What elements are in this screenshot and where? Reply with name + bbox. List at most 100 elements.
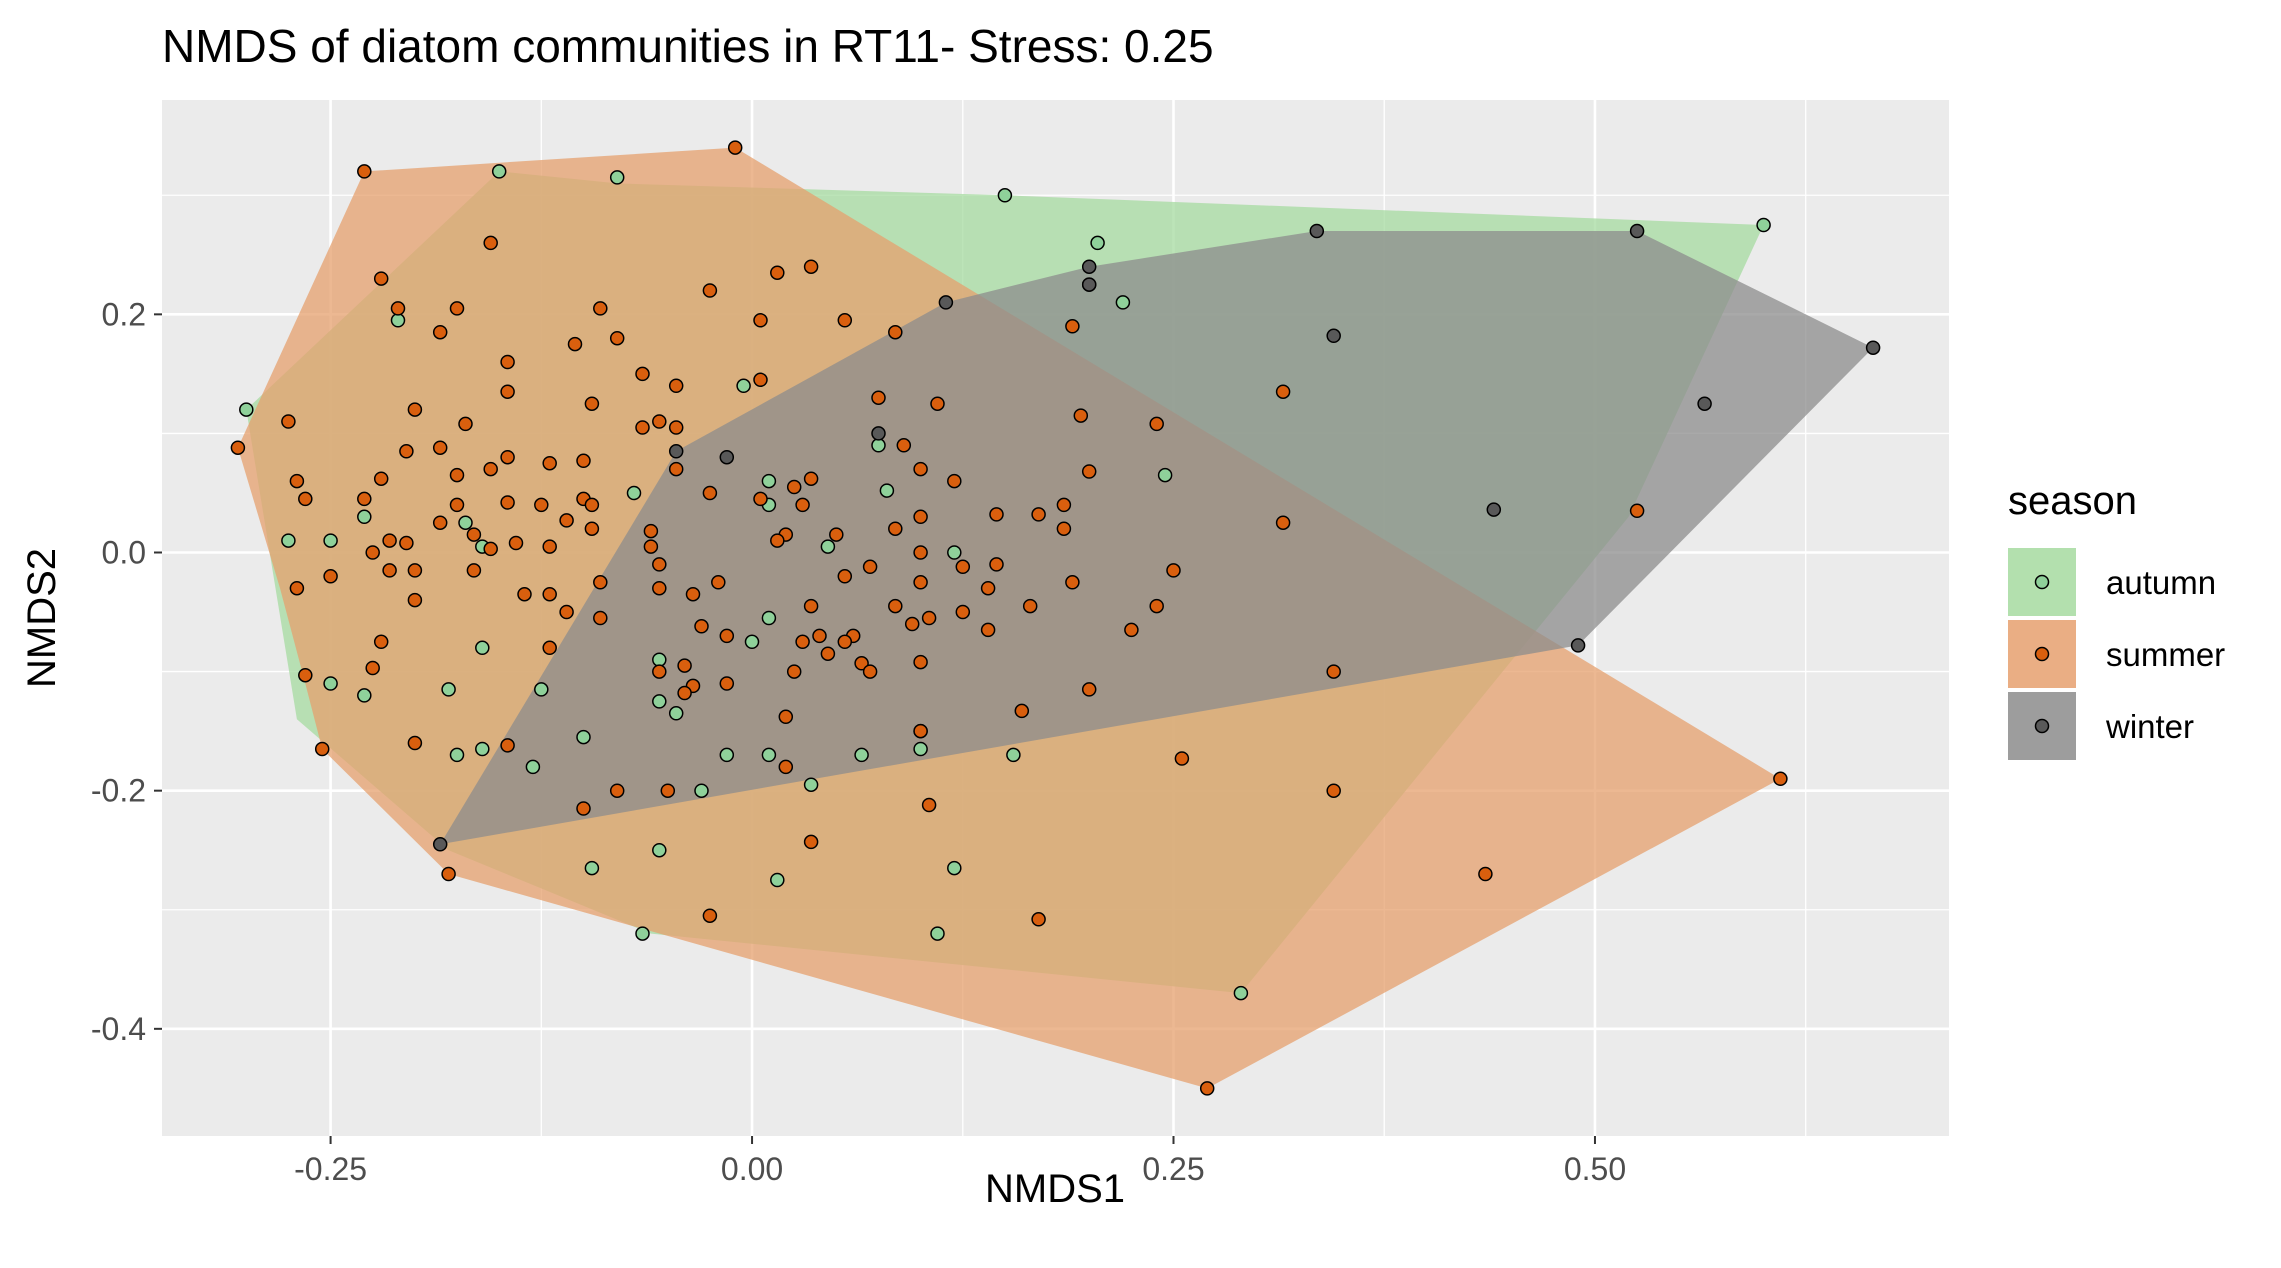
sample-points	[230, 140, 1881, 1096]
point-summer	[955, 604, 971, 620]
point-summer	[298, 667, 313, 683]
point-summer	[668, 420, 684, 435]
point-autumn	[1233, 985, 1249, 1001]
point-summer	[989, 557, 1004, 572]
point-autumn	[458, 515, 473, 530]
point-summer	[584, 396, 600, 411]
point-autumn	[744, 634, 760, 650]
point-summer	[1031, 507, 1046, 522]
point-summer	[407, 402, 423, 417]
point-summer	[896, 438, 912, 453]
point-summer	[753, 491, 768, 507]
point-summer	[888, 324, 903, 340]
point-summer	[289, 580, 305, 596]
point-autumn	[534, 682, 549, 697]
point-autumn	[879, 483, 895, 498]
point-summer	[837, 313, 853, 328]
legend-label-summer: summer	[2106, 636, 2225, 673]
point-summer	[795, 634, 810, 650]
point-winter	[719, 449, 735, 465]
point-summer	[862, 664, 878, 679]
point-autumn	[449, 747, 465, 763]
point-winter	[1865, 340, 1881, 355]
point-summer	[812, 628, 827, 644]
y-tick-label: -0.2	[91, 773, 146, 809]
point-summer	[449, 497, 465, 513]
point-summer	[500, 354, 515, 370]
point-summer	[1773, 771, 1788, 787]
point-autumn	[997, 188, 1013, 203]
point-summer	[542, 455, 557, 471]
point-winter	[1326, 328, 1341, 344]
point-summer	[719, 628, 735, 644]
x-tick-label: -0.25	[294, 1151, 367, 1187]
point-summer	[542, 640, 557, 656]
point-autumn	[323, 676, 338, 691]
point-summer	[1124, 622, 1139, 638]
point-autumn	[323, 533, 338, 548]
point-summer	[913, 509, 928, 525]
point-autumn	[803, 777, 819, 792]
point-winter	[1081, 259, 1097, 274]
point-winter	[1629, 223, 1645, 239]
point-summer	[483, 461, 498, 477]
point-winter	[432, 837, 448, 852]
point-summer	[517, 586, 532, 602]
point-summer	[365, 660, 380, 676]
point-summer	[458, 416, 473, 432]
point-summer	[871, 390, 886, 405]
point-winter	[1697, 396, 1712, 411]
point-summer	[373, 471, 389, 486]
point-summer	[508, 535, 524, 551]
point-autumn	[584, 860, 600, 876]
legend-title: season	[2008, 479, 2137, 523]
point-summer	[576, 801, 591, 816]
point-summer	[593, 610, 608, 626]
point-winter	[668, 444, 684, 459]
point-autumn	[871, 438, 886, 453]
point-autumn	[525, 759, 541, 775]
point-summer	[727, 140, 743, 155]
point-summer	[399, 444, 414, 459]
point-summer	[466, 563, 482, 578]
point-summer	[1073, 408, 1089, 423]
point-autumn	[652, 652, 667, 667]
point-summer	[407, 563, 423, 578]
point-summer	[1326, 783, 1341, 798]
point-summer	[1629, 503, 1645, 519]
point-summer	[609, 330, 625, 346]
y-tick-label: 0.2	[102, 296, 146, 332]
point-summer	[432, 324, 448, 340]
point-summer	[668, 378, 684, 394]
point-summer	[432, 440, 448, 455]
point-summer	[373, 271, 389, 286]
point-summer	[390, 301, 406, 316]
point-summer	[770, 265, 785, 280]
point-summer	[584, 521, 600, 536]
point-summer	[660, 783, 676, 798]
point-summer	[1022, 598, 1038, 614]
point-summer	[685, 586, 701, 602]
point-summer	[980, 580, 996, 596]
x-axis-title: NMDS1	[985, 1167, 1125, 1211]
point-summer	[913, 723, 928, 739]
point-summer	[593, 575, 608, 590]
point-autumn	[281, 533, 296, 548]
point-autumn	[576, 729, 591, 745]
point-winter	[1486, 502, 1502, 517]
point-summer	[913, 654, 928, 670]
point-summer	[298, 491, 313, 507]
point-autumn	[357, 688, 372, 703]
point-autumn	[947, 545, 962, 560]
point-winter	[938, 295, 954, 310]
point-summer	[913, 461, 928, 477]
point-summer	[281, 414, 296, 429]
point-autumn	[930, 926, 945, 941]
point-autumn	[239, 402, 254, 417]
point-summer	[567, 336, 583, 352]
point-summer	[466, 527, 482, 542]
legend-label-autumn: autumn	[2106, 564, 2216, 601]
point-summer	[904, 616, 920, 632]
point-winter	[1081, 277, 1097, 292]
